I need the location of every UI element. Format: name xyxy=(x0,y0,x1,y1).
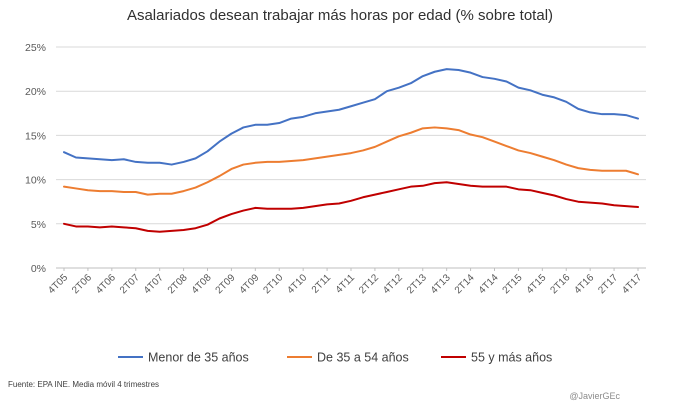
x-tick-label: 2T15 xyxy=(501,272,525,296)
series-line-3 xyxy=(63,181,639,233)
x-tick-label: 4T14 xyxy=(477,272,501,296)
y-tick-label: 10% xyxy=(25,175,46,187)
series-line-1 xyxy=(63,68,639,166)
y-tick-label: 0% xyxy=(31,263,46,275)
gridlines xyxy=(56,46,646,225)
source-note: Fuente: EPA INE. Media móvil 4 trimestre… xyxy=(8,380,159,389)
legend-label-1: Menor de 35 años xyxy=(148,351,249,365)
y-tick-label: 15% xyxy=(25,130,46,142)
x-tick-label: 4T15 xyxy=(525,272,549,296)
x-tick-label: 2T13 xyxy=(405,272,429,296)
x-tick-label: 4T11 xyxy=(334,272,358,296)
x-tick-label: 2T16 xyxy=(548,272,572,296)
y-tick-label: 5% xyxy=(31,219,46,231)
x-tick-label: 4T05 xyxy=(46,272,70,296)
x-tick-label: 2T12 xyxy=(357,272,381,296)
x-tick-label: 4T16 xyxy=(572,272,596,296)
x-tick-label: 4T13 xyxy=(429,272,453,296)
y-axis-ticks: 0% 5% 10% 15% 20% 25% xyxy=(25,42,46,275)
x-tick-label: 2T10 xyxy=(261,272,285,296)
x-tick-label: 4T10 xyxy=(285,272,309,296)
x-tick-label: 4T08 xyxy=(190,272,214,296)
legend: Menor de 35 años De 35 a 54 años 55 y más … xyxy=(118,351,552,365)
legend-label-3: 55 y más años xyxy=(471,351,552,365)
x-tick-label: 2T14 xyxy=(453,272,477,296)
chart-title: Asalariados desean trabajar más horas po… xyxy=(127,7,553,24)
x-tick-label: 4T09 xyxy=(238,272,262,296)
series-line-2 xyxy=(63,126,639,196)
y-tick-label: 25% xyxy=(25,42,46,54)
x-tick-label: 2T06 xyxy=(70,272,94,296)
legend-label-2: De 35 a 54 años xyxy=(317,351,409,365)
x-tick-label: 2T08 xyxy=(166,272,190,296)
x-tick-label: 4T17 xyxy=(620,272,644,296)
x-tick-label: 2T07 xyxy=(118,272,142,296)
x-tick-label: 2T11 xyxy=(310,272,334,296)
x-axis-ticks: 4T05 2T06 4T06 2T07 4T07 2T08 4T08 2T09 4T09 2T10… xyxy=(46,268,644,296)
x-tick-label: 4T07 xyxy=(142,272,166,296)
series-lines xyxy=(63,68,639,233)
y-tick-label: 20% xyxy=(25,86,46,98)
x-tick-label: 2T17 xyxy=(596,272,620,296)
x-tick-label: 4T06 xyxy=(94,272,118,296)
x-tick-label: 2T09 xyxy=(214,272,238,296)
x-tick-label: 4T12 xyxy=(381,272,405,296)
credit-watermark: @JavierGEc xyxy=(569,391,620,401)
